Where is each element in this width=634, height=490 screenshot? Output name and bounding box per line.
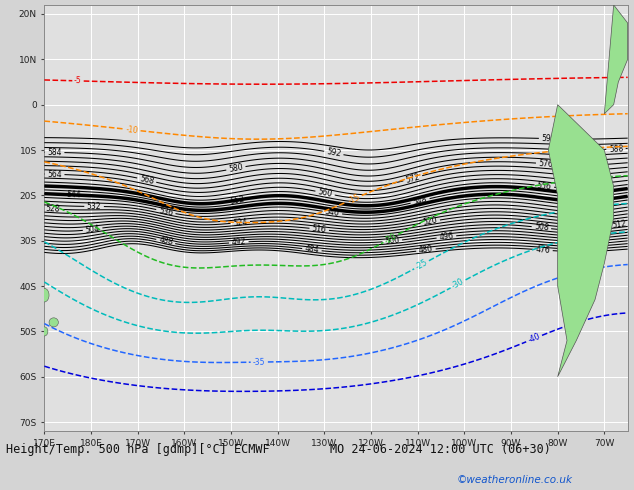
Text: 480: 480 [418, 245, 434, 255]
Text: 548: 548 [412, 195, 428, 207]
Text: 536: 536 [158, 206, 174, 218]
Text: 496: 496 [439, 232, 454, 242]
Text: 520: 520 [422, 216, 438, 227]
Text: 504: 504 [85, 224, 100, 235]
Text: 524: 524 [233, 217, 248, 227]
Text: 552: 552 [230, 195, 245, 206]
Text: ©weatheronline.co.uk: ©weatheronline.co.uk [456, 475, 573, 485]
Text: -5: -5 [74, 76, 82, 85]
Text: 532: 532 [87, 202, 101, 211]
Text: -35: -35 [253, 358, 266, 367]
Text: Height/Temp. 500 hPa [gdmp][°C] ECMWF: Height/Temp. 500 hPa [gdmp][°C] ECMWF [6, 442, 270, 456]
Text: 508: 508 [534, 222, 549, 233]
Text: 580: 580 [228, 163, 244, 174]
Text: 572: 572 [404, 172, 421, 185]
Text: 540: 540 [325, 207, 340, 218]
Ellipse shape [41, 327, 48, 336]
Text: 516: 516 [311, 224, 327, 235]
Text: MO 24-06-2024 12:00 UTC (06+30): MO 24-06-2024 12:00 UTC (06+30) [330, 442, 550, 456]
Text: 588: 588 [609, 144, 623, 154]
Ellipse shape [40, 288, 49, 302]
Text: 556: 556 [536, 181, 552, 192]
Text: 500: 500 [385, 236, 400, 246]
Text: 492: 492 [231, 237, 247, 247]
Text: -20: -20 [383, 231, 398, 245]
Text: 528: 528 [46, 204, 61, 214]
Text: -10: -10 [126, 124, 139, 135]
Text: 592: 592 [326, 147, 342, 159]
Text: 584: 584 [48, 148, 62, 157]
Text: 564: 564 [47, 170, 62, 179]
Text: 484: 484 [304, 245, 320, 255]
Polygon shape [604, 5, 628, 114]
Text: 576: 576 [538, 159, 553, 169]
Text: 476: 476 [535, 245, 550, 255]
Text: 512: 512 [611, 219, 626, 230]
Text: -40: -40 [527, 332, 541, 345]
Text: 560: 560 [317, 187, 333, 199]
Text: -15: -15 [346, 192, 361, 205]
Text: -30: -30 [450, 277, 466, 291]
Text: 568: 568 [139, 174, 155, 186]
Text: -25: -25 [414, 258, 429, 272]
Polygon shape [548, 105, 614, 377]
Text: 596: 596 [541, 134, 556, 143]
Ellipse shape [49, 318, 58, 327]
Text: 544: 544 [66, 190, 81, 200]
Text: 488: 488 [158, 236, 174, 247]
